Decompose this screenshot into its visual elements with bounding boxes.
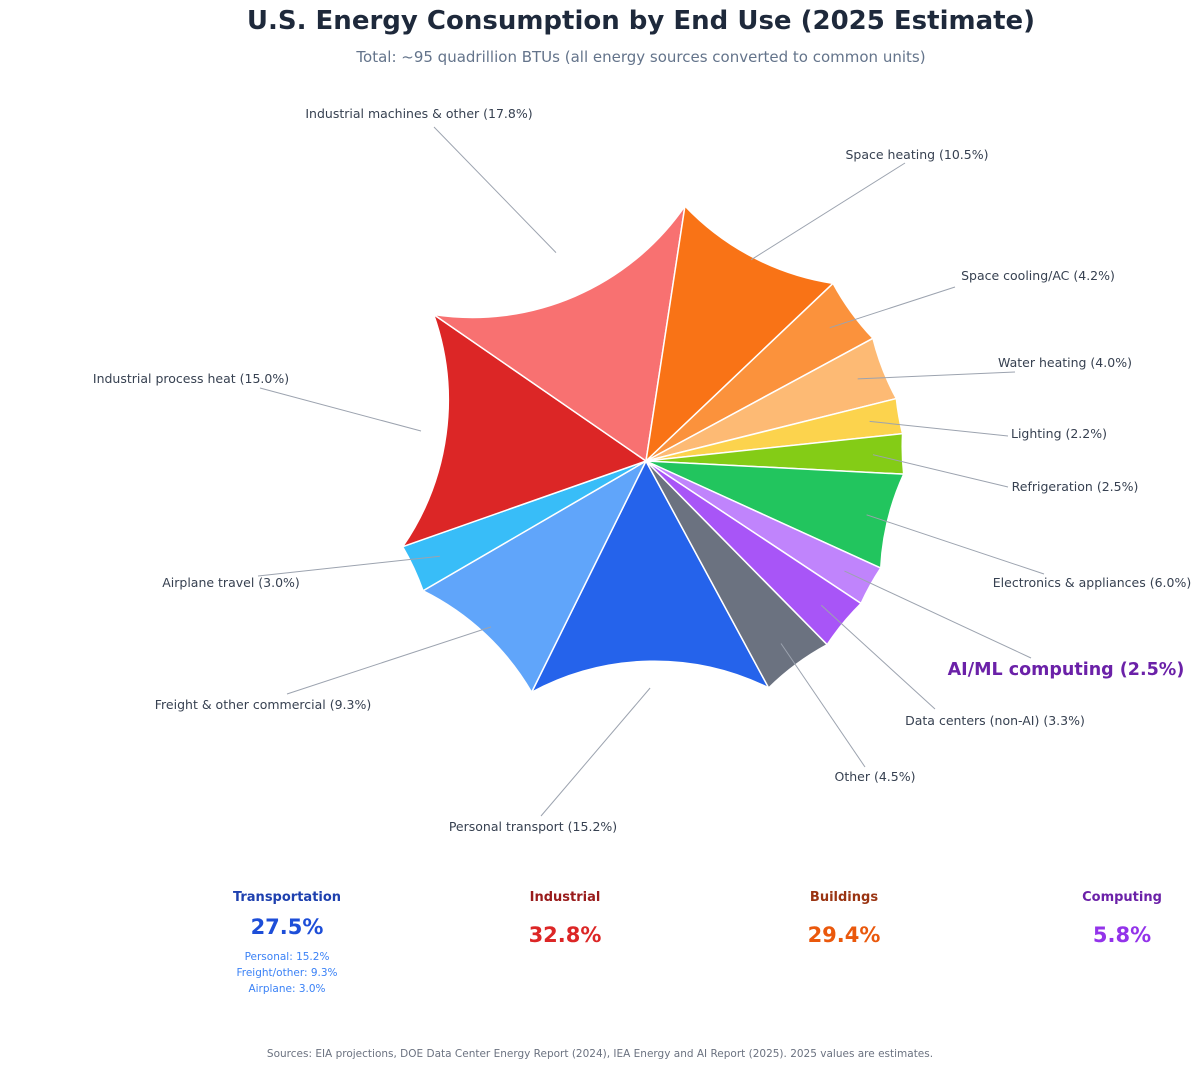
leader-line-7 [829, 286, 956, 329]
summary-computing-value: 5.8% [1092, 923, 1152, 947]
slice-label-13: Data centers (non-AI) (3.3%) [905, 713, 1085, 728]
summary-transportation-title: Transportation [232, 890, 342, 905]
slice-label-14: Other (4.5%) [835, 769, 916, 784]
summary-buildings-value: 29.4% [807, 923, 881, 947]
summary-transportation-details: Personal: 15.2% Freight/other: 9.3% Airp… [187, 949, 387, 997]
slice-label-4: Industrial process heat (15.0%) [93, 371, 289, 386]
leader-line-3 [257, 555, 440, 577]
leader-line-12 [844, 570, 1032, 659]
summary-detail-personal: Personal: 15.2% [244, 951, 330, 963]
leader-lines [257, 126, 1045, 817]
pie-slice-1 [529, 459, 771, 695]
summary-industrial-title: Industrial [529, 890, 601, 905]
slice-label-1: Personal transport (15.2%) [449, 819, 617, 834]
pie-slice-4 [400, 312, 648, 549]
chart-subtitle: Total: ~95 quadrillion BTUs (all energy … [355, 48, 925, 66]
summary-buildings: Buildings 29.4% [744, 890, 944, 947]
summary-detail-freight: Freight/other: 9.3% [236, 967, 338, 979]
leader-line-2 [286, 626, 492, 695]
slice-label-2: Freight & other commercial (9.3%) [155, 697, 371, 712]
leader-line-9 [869, 420, 1009, 437]
leader-line-10 [872, 454, 1009, 488]
slice-label-10: Refrigeration (2.5%) [1012, 479, 1139, 494]
summary-buildings-title: Buildings [809, 890, 879, 905]
summary-industrial-value: 32.8% [528, 923, 602, 947]
summary-transportation: Transportation 27.5% Personal: 15.2% Fre… [187, 890, 387, 997]
slice-label-7: Space cooling/AC (4.2%) [961, 268, 1115, 283]
slice-label-8: Water heating (4.0%) [998, 355, 1132, 370]
slice-label-3: Airplane travel (3.0%) [162, 575, 300, 590]
pie-chart: U.S. Energy Consumption by End Use (2025… [93, 6, 1191, 834]
summary-computing-title: Computing [1082, 890, 1162, 905]
leader-line-1 [540, 687, 651, 817]
summary-industrial: Industrial 32.8% [465, 890, 665, 947]
leader-line-11 [866, 514, 1045, 575]
leader-line-14 [780, 643, 866, 768]
chart-title: U.S. Energy Consumption by End Use (2025… [247, 6, 1035, 36]
leader-line-8 [857, 371, 1016, 380]
slice-labels: Personal transport (15.2%) Freight & othe… [93, 106, 1191, 834]
pie-slice-14 [645, 460, 829, 690]
pie-slice-5 [433, 205, 686, 463]
leader-line-4 [259, 387, 422, 432]
leader-line-6 [750, 162, 906, 261]
leader-line-13 [820, 604, 936, 710]
slice-label-12: AI/ML computing (2.5%) [948, 660, 1185, 680]
summary-computing: Computing 5.8% [1022, 890, 1200, 947]
slice-label-11: Electronics & appliances (6.0%) [993, 575, 1191, 590]
leader-line-5 [433, 126, 557, 253]
pie-slice-6 [644, 204, 835, 464]
pie-slices [400, 204, 905, 695]
sources-footnote: Sources: EIA projections, DOE Data Cente… [266, 1048, 934, 1060]
slice-label-6: Space heating (10.5%) [845, 147, 988, 162]
summary-detail-airplane: Airplane: 3.0% [248, 983, 326, 995]
slice-label-9: Lighting (2.2%) [1011, 426, 1107, 441]
pie-slice-2 [421, 459, 648, 694]
summary-transportation-value: 27.5% [250, 915, 324, 939]
slice-label-5: Industrial machines & other (17.8%) [305, 106, 532, 121]
